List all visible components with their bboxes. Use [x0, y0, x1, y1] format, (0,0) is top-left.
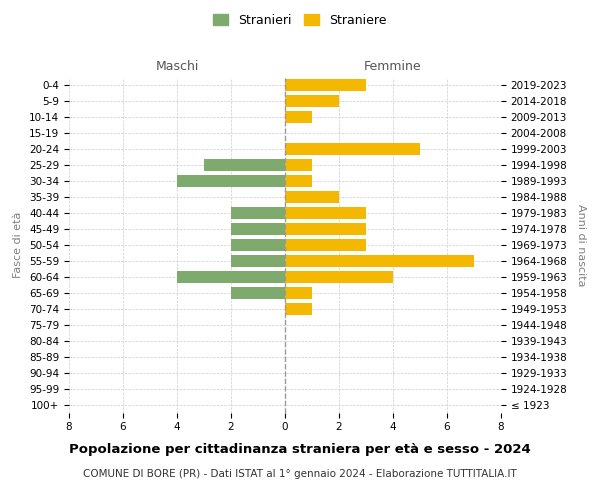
Legend: Stranieri, Straniere: Stranieri, Straniere: [208, 8, 392, 32]
Bar: [285, 160, 312, 171]
Bar: [231, 207, 285, 219]
Bar: [285, 255, 474, 267]
Bar: [231, 287, 285, 299]
Text: Maschi: Maschi: [155, 60, 199, 72]
Bar: [231, 223, 285, 235]
Text: COMUNE DI BORE (PR) - Dati ISTAT al 1° gennaio 2024 - Elaborazione TUTTITALIA.IT: COMUNE DI BORE (PR) - Dati ISTAT al 1° g…: [83, 469, 517, 479]
Bar: [285, 271, 393, 283]
Bar: [204, 160, 285, 171]
Bar: [285, 223, 366, 235]
Bar: [285, 96, 339, 108]
Bar: [285, 239, 366, 251]
Bar: [285, 191, 339, 203]
Bar: [285, 207, 366, 219]
Bar: [177, 271, 285, 283]
Bar: [285, 175, 312, 187]
Text: Popolazione per cittadinanza straniera per età e sesso - 2024: Popolazione per cittadinanza straniera p…: [69, 442, 531, 456]
Bar: [177, 175, 285, 187]
Bar: [285, 287, 312, 299]
Y-axis label: Fasce di età: Fasce di età: [13, 212, 23, 278]
Bar: [285, 144, 420, 156]
Bar: [285, 80, 366, 92]
Y-axis label: Anni di nascita: Anni di nascita: [576, 204, 586, 286]
Text: Femmine: Femmine: [364, 60, 422, 72]
Bar: [231, 239, 285, 251]
Bar: [285, 303, 312, 315]
Bar: [285, 112, 312, 124]
Bar: [231, 255, 285, 267]
